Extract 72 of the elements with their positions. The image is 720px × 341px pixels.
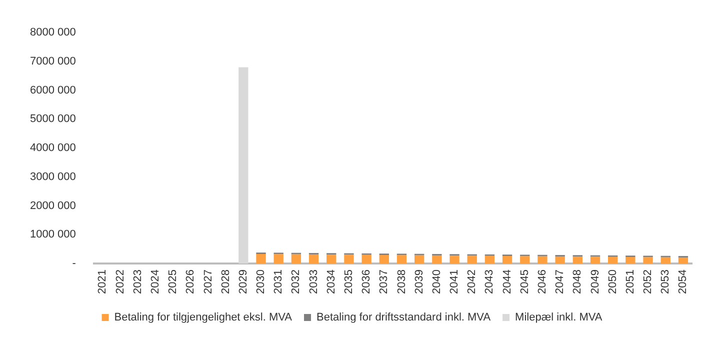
x-tick-label: 2041 [448,270,461,294]
x-tick-label: 2037 [378,270,390,294]
x-tick-label: 2039 [413,270,426,294]
x-tick-label: 2052 [642,270,654,294]
x-tick-label: 2021 [96,270,109,294]
bar [450,256,460,264]
x-tick-label: 2044 [501,270,514,294]
x-tick-label: 2025 [167,270,180,294]
x-tick-label: 2047 [554,270,566,294]
bar [484,256,495,264]
x-tick-label: 2046 [536,270,548,294]
bar [256,254,266,264]
bar [660,257,670,264]
bar [326,254,336,264]
bar [344,254,354,264]
x-tick-label: 2026 [184,270,197,294]
bar [379,255,389,264]
y-tick-label: 7000 000 [30,55,76,68]
x-tick-label: 2022 [114,270,126,294]
x-tick-label: 2054 [677,270,690,294]
bar [590,256,600,264]
x-tick-label: 2045 [518,270,531,294]
bar [608,256,618,264]
bar [678,257,688,264]
x-tick-label: 2028 [220,270,232,294]
y-tick-label: 2000 000 [30,200,76,212]
x-tick-label: 2027 [202,270,214,294]
x-tick-label: 2043 [484,270,496,294]
y-tick-label: 5000 000 [30,113,76,126]
bar [396,255,407,264]
x-tick-label: 2035 [342,270,355,294]
bar [291,254,302,264]
x-tick-label: 2023 [132,270,144,294]
x-tick-label: 2050 [606,270,619,294]
x-tick-label: 2040 [430,270,443,294]
y-tick-label: - [72,258,76,270]
x-tick-label: 2032 [290,270,302,294]
y-tick-label: 4000 000 [30,142,76,154]
bar [572,256,582,264]
bar [238,67,248,264]
x-tick-label: 2033 [308,270,320,294]
x-tick-label: 2053 [660,270,672,294]
y-tick-label: 3000 000 [30,170,76,183]
y-tick-label: 8000 000 [30,26,76,39]
legend-label: Milepæl inkl. MVA [515,312,603,324]
bar [520,256,530,264]
bar [555,256,565,264]
x-tick-label: 2042 [466,270,478,294]
bar [626,257,636,264]
x-tick-label: 2036 [360,270,373,294]
bar [467,256,477,264]
legend-label: Betaling for driftsstandard inkl. MVA [316,312,492,324]
bar [502,256,512,264]
x-tick-label: 2029 [237,270,250,294]
bar [308,254,319,264]
y-tick-label: 1000 000 [30,228,76,241]
x-tick-label: 2038 [396,270,408,294]
x-tick-label: 2048 [572,270,584,294]
x-tick-label: 2034 [325,270,338,294]
legend-label: Betaling for tilgjengelighet eksl. MVA [114,312,293,324]
x-tick-label: 2049 [589,270,602,294]
bar [414,255,424,264]
bar [432,255,442,264]
x-tick-label: 2024 [149,270,162,294]
x-tick-label: 2030 [255,270,268,294]
y-tick-label: 6000 000 [30,84,76,96]
bar [274,254,284,264]
x-tick-label: 2031 [272,270,285,294]
bar [362,254,372,264]
bar [538,256,548,264]
x-tick-label: 2051 [624,270,636,294]
bar [643,257,653,264]
